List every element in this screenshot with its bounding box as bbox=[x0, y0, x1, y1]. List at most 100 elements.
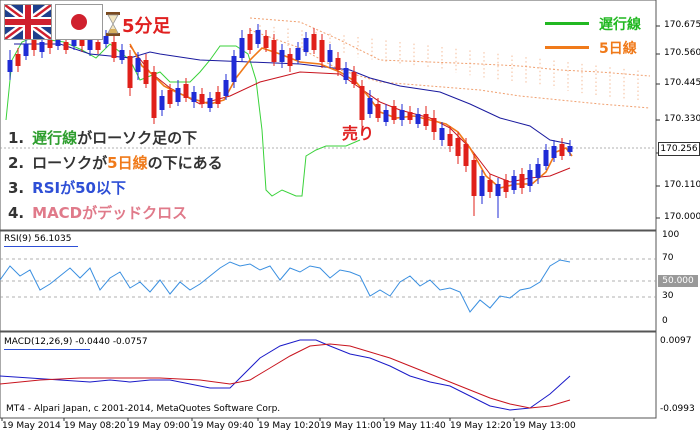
condition-item: 4. MACDがデッドクロス bbox=[8, 203, 187, 223]
price-tick-label: 170.560 bbox=[664, 48, 700, 58]
rsi-tick-label: 100 bbox=[662, 230, 680, 240]
candle-body bbox=[327, 50, 333, 62]
candle-body bbox=[527, 170, 533, 186]
candle-body bbox=[247, 34, 253, 50]
condition-text: がローソク足の下 bbox=[77, 129, 198, 147]
candle-body bbox=[423, 114, 429, 126]
candle-body bbox=[71, 40, 77, 46]
candle-body bbox=[551, 146, 557, 158]
candle-body bbox=[455, 138, 461, 156]
candle-body bbox=[391, 106, 397, 120]
candle-body bbox=[159, 96, 165, 110]
condition-item: 2. ローソクが5日線の下にある bbox=[8, 153, 223, 173]
candle-body bbox=[87, 40, 93, 50]
rsi-tick-label: 30 bbox=[662, 291, 674, 301]
macd-tick-top: 0.0097 bbox=[660, 336, 692, 346]
candle-body bbox=[399, 110, 405, 120]
legend-chikou-label: 遅行線 bbox=[599, 17, 641, 33]
current-price-box: 170.256 bbox=[658, 142, 700, 156]
candle-body bbox=[463, 144, 469, 166]
candle-body bbox=[223, 80, 229, 96]
copyright-text: MT4 - Alpari Japan, c 2001-2014, MetaQuo… bbox=[6, 404, 281, 414]
candle-body bbox=[383, 110, 389, 122]
candle-body bbox=[559, 144, 565, 156]
candle-body bbox=[7, 60, 13, 72]
price-panel-frame bbox=[0, 0, 657, 231]
candle-body bbox=[111, 42, 117, 58]
condition-number: 4. bbox=[8, 204, 25, 222]
candle-body bbox=[103, 36, 109, 44]
time-tick-label: 19 May 11:00 bbox=[320, 421, 382, 431]
candle-body bbox=[367, 98, 373, 114]
timeframe-label: 5分足 bbox=[122, 16, 171, 37]
candle-body bbox=[431, 118, 437, 132]
candlestick-series bbox=[7, 24, 573, 218]
price-tick-label: 170.110 bbox=[664, 180, 700, 190]
candle-body bbox=[199, 94, 205, 104]
condition-item: 1. 遅行線がローソク足の下 bbox=[8, 128, 197, 148]
candle-body bbox=[135, 58, 141, 72]
legend-chikou-swatch bbox=[545, 22, 589, 25]
time-tick-label: 19 May 11:40 bbox=[384, 421, 446, 431]
condition-text: RSIが50以下 bbox=[32, 179, 126, 197]
legend-chikou: 遅行線 bbox=[545, 14, 655, 34]
condition-text: MACDがデッドクロス bbox=[32, 204, 188, 222]
legend-ma5: 5日線 bbox=[545, 38, 655, 58]
legend-ma5-label: 5日線 bbox=[599, 41, 637, 57]
candle-body bbox=[207, 98, 213, 108]
condition-item: 3. RSIが50以下 bbox=[8, 178, 126, 198]
candle-body bbox=[191, 92, 197, 102]
uk-flag-icon bbox=[4, 4, 52, 40]
candle-body bbox=[215, 92, 221, 104]
macd-series bbox=[0, 339, 571, 411]
candle-body bbox=[23, 44, 29, 56]
rsi-tick-label: 0 bbox=[662, 316, 668, 326]
candle-body bbox=[279, 50, 285, 62]
candle-body bbox=[31, 40, 37, 50]
candle-body bbox=[167, 90, 173, 104]
candle-body bbox=[151, 72, 157, 118]
candle-body bbox=[495, 184, 501, 196]
price-tick-label: 170.330 bbox=[664, 114, 700, 124]
kumo-lower-line bbox=[249, 29, 651, 109]
time-tick-label: 19 May 08:20 bbox=[64, 421, 126, 431]
japan-flag-icon bbox=[55, 4, 103, 40]
candle-body bbox=[471, 160, 477, 196]
candle-body bbox=[175, 88, 181, 102]
sell-annotation: 売り bbox=[342, 124, 375, 143]
candle-body bbox=[335, 58, 341, 70]
time-tick-label: 19 May 10:20 bbox=[258, 421, 320, 431]
candle-body bbox=[311, 34, 317, 50]
candle-body bbox=[55, 40, 61, 46]
candle-body bbox=[143, 60, 149, 84]
candle-body bbox=[271, 40, 277, 62]
candle-body bbox=[487, 180, 493, 192]
chikou-line bbox=[5, 35, 361, 197]
macd-label-underline bbox=[4, 349, 90, 350]
macd-main-line bbox=[0, 339, 571, 411]
candle-body bbox=[95, 42, 101, 50]
candle-body bbox=[511, 176, 517, 190]
candle-body bbox=[319, 40, 325, 62]
candle-body bbox=[295, 48, 301, 60]
candle-body bbox=[255, 30, 261, 44]
candle-body bbox=[287, 54, 293, 66]
candle-body bbox=[407, 112, 413, 120]
candle-body bbox=[127, 56, 133, 88]
rsi-level-box: 50.000 bbox=[658, 275, 698, 287]
candle-body bbox=[415, 114, 421, 124]
candle-body bbox=[15, 54, 21, 66]
kumo-upper-line bbox=[249, 17, 651, 77]
candle-body bbox=[303, 38, 309, 52]
candle-body bbox=[535, 164, 541, 178]
condition-number: 2. bbox=[8, 154, 25, 172]
price-tick-label: 170.445 bbox=[664, 78, 700, 88]
candle-body bbox=[439, 128, 445, 140]
condition-number: 3. bbox=[8, 179, 25, 197]
candle-body bbox=[63, 42, 69, 50]
candle-body bbox=[119, 50, 125, 60]
time-tick-label: 19 May 09:40 bbox=[192, 421, 254, 431]
candle-body bbox=[79, 38, 85, 46]
macd-tick-bottom: -0.0993 bbox=[660, 404, 695, 414]
